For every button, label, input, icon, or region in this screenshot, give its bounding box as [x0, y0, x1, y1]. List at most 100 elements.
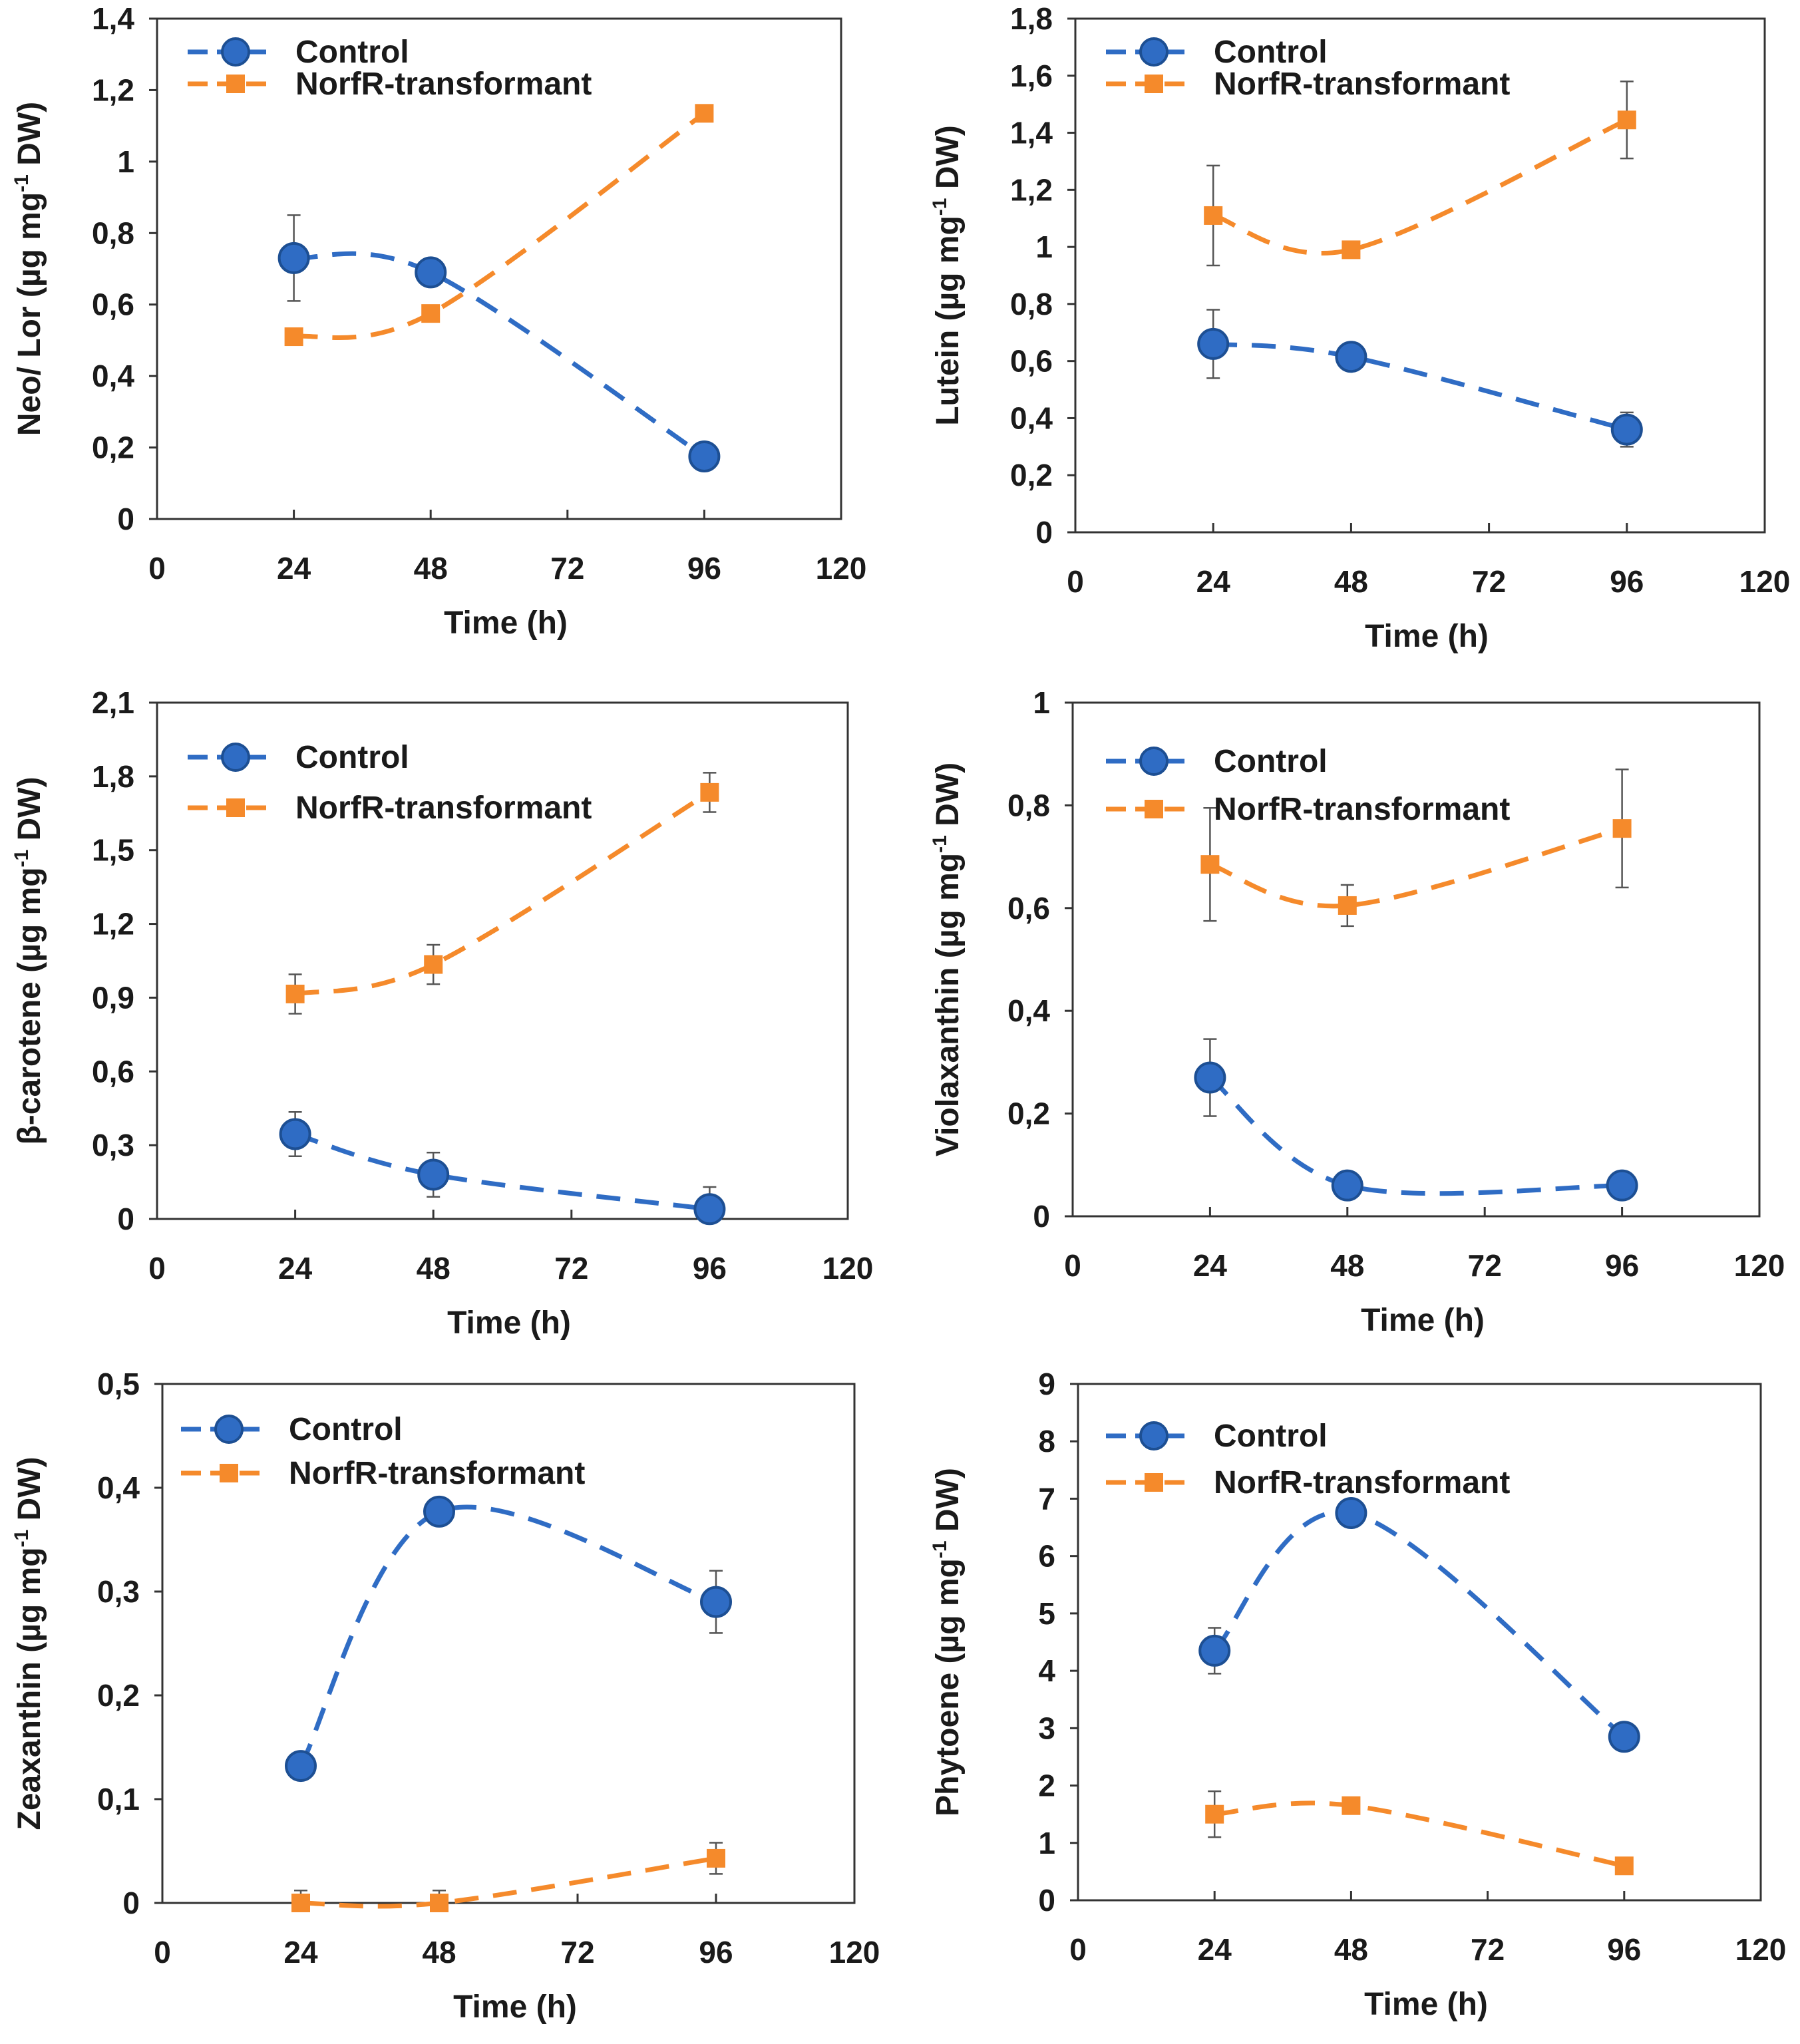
legend: Control NorfR-transformant: [1106, 1419, 1510, 1500]
series-line: [294, 1132, 710, 1212]
y-tick-label: 1,6: [1010, 59, 1053, 93]
y-tick-label: 7: [1038, 1481, 1055, 1516]
y-axis-title-unit: DW): [12, 777, 47, 850]
chart-svg: 0 1 2 3 4 5 6 7 8 9 0 24 48 72 96 120 Time (h) Phytoene (…: [929, 1367, 1786, 2022]
y-tick-label: 0,4: [92, 359, 134, 393]
series-line: [1209, 826, 1623, 909]
data-point: [1198, 1634, 1231, 1667]
plot-frame: [161, 1383, 856, 1904]
legend-label-control: Control: [295, 740, 409, 775]
y-axis-title-superscript: -1: [11, 174, 33, 192]
x-tick-label: 0: [1069, 1932, 1087, 1967]
series-control: [1197, 309, 1643, 448]
x-axis-title: Time (h): [1364, 1987, 1488, 2022]
data-point: [1197, 327, 1230, 360]
series-control: [1198, 1497, 1640, 1753]
legend-marker: [214, 1415, 244, 1444]
legend-label-transformant: NorfR-transformant: [1214, 792, 1510, 827]
chart-panel-zeaxanthin: 0 0,1 0,2 0,3 0,4 0,5 0 24 48 72 96 120 Time (h) Zeax…: [0, 1364, 880, 2043]
y-tick-label: 0,2: [92, 430, 134, 465]
data-point: [693, 1193, 726, 1226]
x-tick-label: 96: [699, 1935, 733, 1969]
x-tick-label: 96: [1610, 564, 1644, 599]
data-point: [1610, 413, 1643, 446]
x-tick-label: 96: [687, 551, 721, 586]
legend-marker: [220, 1464, 238, 1482]
x-axis-title: Time (h): [447, 1305, 571, 1341]
series-line: [1208, 1075, 1622, 1196]
y-tick-label: 0: [1035, 515, 1053, 550]
legend-marker: [1145, 1473, 1163, 1492]
x-tick-label: 72: [560, 1935, 594, 1969]
series-line: [298, 1504, 717, 1767]
y-tick-label: 0,4: [1010, 401, 1053, 435]
data-point: [695, 104, 714, 123]
series-control: [285, 1495, 732, 1783]
chart-svg: 0 0,3 0,6 0,9 1,2 1,5 1,8 2,1 0 24 48 72 96 120 Time (…: [11, 685, 873, 1341]
y-axis-title-superscript: -1: [929, 835, 951, 853]
legend-marker: [226, 798, 245, 817]
y-tick-label: 1: [117, 144, 134, 179]
y-tick-label: 2: [1038, 1769, 1055, 1803]
data-point: [1194, 1061, 1226, 1094]
data-point: [421, 304, 441, 323]
data-point: [1612, 819, 1632, 838]
x-tick-label: 24: [1196, 564, 1231, 599]
data-point: [285, 1750, 317, 1783]
plot-frame: [1071, 701, 1761, 1218]
y-axis-title-superscript: -1: [929, 198, 951, 216]
series-transformant: [284, 104, 714, 347]
data-point: [415, 256, 447, 289]
legend-label-control: Control: [1214, 1419, 1328, 1454]
data-point: [1608, 1721, 1640, 1753]
series-control: [1194, 1038, 1638, 1202]
x-tick-label: 24: [1198, 1932, 1232, 1967]
y-axis-title: Phytoene (µg mg-1 DW): [929, 1468, 966, 1816]
y-axis-title-main: β-carotene (µg mg: [12, 867, 47, 1144]
y-tick-label: 0,6: [92, 287, 134, 322]
plot-frame: [1077, 1383, 1762, 1902]
series-line: [1212, 341, 1628, 432]
legend-marker: [1139, 747, 1169, 776]
data-point: [1606, 1169, 1638, 1202]
x-tick-label: 0: [154, 1935, 171, 1969]
x-tick-label: 0: [148, 1251, 166, 1285]
x-axis-title: Time (h): [453, 1989, 577, 2025]
y-axis-title-superscript: -1: [11, 1530, 33, 1548]
x-tick-label: 48: [414, 551, 448, 586]
y-tick-label: 0,2: [1010, 458, 1053, 492]
y-axis-title-unit: DW): [930, 763, 966, 835]
data-point: [1335, 341, 1367, 373]
y-tick-label: 4: [1038, 1653, 1055, 1688]
legend-label-transformant: NorfR-transformant: [1214, 1465, 1510, 1500]
x-tick-label: 24: [278, 1251, 313, 1285]
y-axis-title-main: Zeaxanthin (µg mg: [12, 1547, 47, 1830]
y-tick-label: 1: [1033, 685, 1050, 720]
chart-svg: 0 0,2 0,4 0,6 0,8 1 1,2 1,4 1,6 1,8 0 24 48 72 96 120 Ti…: [929, 1, 1790, 654]
data-point: [423, 1495, 455, 1528]
data-point: [1338, 896, 1357, 915]
y-tick-label: 0,1: [97, 1782, 140, 1816]
y-axis-title: Violaxanthin (µg mg-1 DW): [929, 763, 966, 1156]
data-point: [279, 1118, 311, 1150]
x-axis-title: Time (h): [1365, 619, 1489, 654]
series-transformant: [1204, 81, 1636, 267]
legend-label-control: Control: [1214, 744, 1328, 779]
data-point: [688, 440, 721, 472]
data-point: [1617, 110, 1636, 130]
y-tick-label: 2,1: [92, 685, 134, 720]
y-tick-label: 6: [1038, 1539, 1055, 1574]
legend-marker: [1145, 75, 1163, 93]
x-tick-label: 120: [822, 1251, 874, 1285]
x-tick-label: 120: [829, 1935, 880, 1969]
y-axis-title-main: Neo/ Lor (µg mg: [12, 192, 47, 436]
series-line: [294, 790, 711, 997]
y-tick-label: 0: [117, 1202, 134, 1236]
y-axis-title-main: Violaxanthin (µg mg: [930, 853, 966, 1156]
x-tick-label: 48: [1330, 1248, 1364, 1283]
y-tick-label: 1: [1035, 230, 1053, 264]
y-tick-label: 1,2: [92, 73, 134, 107]
y-tick-label: 0,6: [1010, 344, 1053, 379]
